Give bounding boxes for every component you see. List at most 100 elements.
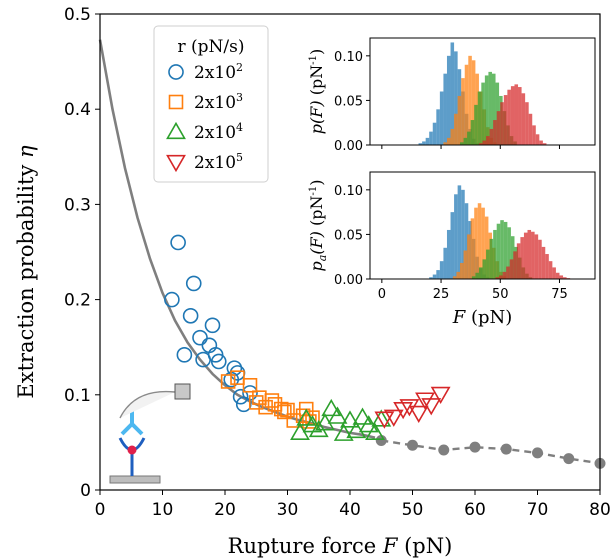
inset-bottom-histogram: 0.000.050.100 25 50 75F (pN)pa(F) (pN-1) [307, 171, 596, 328]
inset-y-label-rest: (F) [307, 231, 326, 255]
histogram-bar [528, 113, 533, 145]
legend-label-exp: 4 [236, 121, 243, 134]
y-axis-label-text: Extraction probability [14, 158, 38, 399]
molecule-illustration [109, 383, 191, 484]
histogram-bar [425, 137, 430, 145]
data-point-triangle-down [415, 392, 435, 410]
histogram-bar [474, 104, 478, 145]
histogram-bar [446, 55, 451, 146]
histogram-bar [478, 267, 483, 279]
y-tick-label: 0.2 [64, 291, 91, 311]
histogram-bar [457, 185, 462, 279]
x-tick-label: 30 [277, 500, 299, 520]
histogram-bar [450, 128, 455, 145]
inset-y-label-var: p [307, 261, 326, 271]
histogram-bar [541, 246, 546, 279]
x-tick-label: 0 [95, 500, 106, 520]
data-point-circle [185, 275, 202, 292]
histogram-bar [548, 261, 553, 279]
histogram-bar [482, 259, 487, 279]
histogram-bar [471, 276, 476, 279]
dashed-curve-point [375, 434, 387, 446]
histogram-bar [510, 86, 515, 145]
inset-y-label-sub: a [316, 255, 329, 262]
histogram-bar [470, 120, 475, 145]
histogram-bar [464, 64, 469, 145]
histogram-bar [461, 189, 465, 279]
histogram-bar [491, 73, 496, 145]
data-point-triangle-up [365, 422, 385, 440]
main-plot: 0 10 20 30 40 50 60 70 8000.10.20.30.40.5Rupture… [14, 5, 611, 558]
data-point-triangle-up [321, 398, 342, 417]
histogram-bar [535, 134, 540, 145]
data-point-triangle-down [374, 411, 395, 429]
histogram-bar [518, 87, 522, 145]
histogram-bar [436, 109, 440, 145]
inset-y-label-unit: (pN [307, 196, 326, 226]
data-point-square [277, 404, 292, 420]
histogram-bar [539, 140, 543, 145]
histogram-bar [418, 143, 423, 145]
legend-label-base: 2x10 [194, 93, 236, 113]
histogram-bar [456, 271, 460, 279]
histogram-bar [454, 113, 458, 145]
inset-x-tick-label: 75 [551, 287, 568, 302]
dashed-curve-point [438, 444, 450, 456]
histogram-bar [439, 91, 444, 145]
histogram-bar [471, 60, 476, 145]
data-point-square [242, 377, 258, 393]
data-point-triangle-down [421, 398, 442, 416]
histogram-bar [559, 275, 564, 279]
histogram-bar [486, 249, 490, 279]
histogram-bar [475, 272, 479, 279]
y-tick-label: 0 [80, 481, 91, 501]
histogram-bar [509, 259, 514, 279]
data-point-triangle-up [352, 407, 373, 425]
data-point-triangle-down [383, 409, 404, 427]
inset-y-label-unit: (pN [307, 65, 326, 95]
histogram-bar [500, 220, 504, 279]
histogram-bar [496, 223, 501, 279]
data-point-circle [192, 329, 208, 346]
histogram-bar [489, 128, 494, 145]
data-point-triangle-up [333, 423, 354, 441]
histogram-bar [503, 95, 508, 145]
histogram-bar [506, 266, 510, 279]
histogram-bar [488, 71, 492, 145]
inset-y-label-var: p(F) [307, 100, 326, 134]
histogram-bar [443, 247, 447, 279]
inset-frame [369, 37, 596, 146]
fit-curve [98, 39, 376, 439]
histogram-bar [516, 243, 521, 279]
data-point-circle [204, 317, 221, 334]
histogram-bar [463, 137, 468, 145]
x-axis-label-var: F [382, 534, 399, 558]
data-point-square [248, 395, 264, 410]
histogram-bar [493, 120, 497, 145]
y-axis-label-var: η [14, 145, 38, 158]
inset-frame [369, 171, 596, 280]
histogram-bar [429, 131, 433, 145]
histogram-bar [527, 229, 532, 279]
data-point-triangle-down [430, 386, 451, 405]
histogram-bar [478, 143, 483, 145]
histogram-bar [507, 89, 511, 145]
x-tick-label: 10 [152, 500, 174, 520]
histogram-bar [446, 229, 451, 279]
histogram-bar [520, 237, 524, 279]
x-axis-label-unit: (pN) [397, 534, 452, 558]
data-point-circle [170, 234, 186, 251]
y-axis-label: Extraction probability η [14, 145, 38, 399]
inset-x-axis-label: F (pN) [452, 307, 513, 328]
y-tick-label: 0.5 [64, 5, 91, 25]
histogram-bar [436, 270, 440, 279]
legend-label-base: 2x10 [194, 63, 236, 83]
histogram-bar [446, 137, 451, 145]
pull-arm [119, 390, 176, 419]
inset-x-axis-label-var: F [452, 307, 467, 328]
inset-top-histogram: 0.00 0.05 0.10 p(F) (pN-1) [307, 37, 596, 154]
histogram-bar [507, 227, 511, 279]
histogram-bar [484, 216, 489, 279]
histogram-bar [552, 267, 556, 279]
histogram-bar [542, 143, 547, 145]
